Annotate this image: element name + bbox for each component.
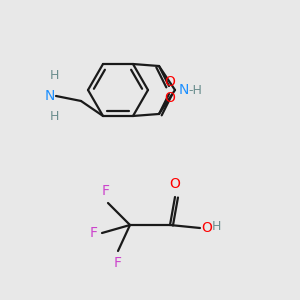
Text: F: F [114,256,122,270]
Text: O: O [165,91,176,105]
Text: F: F [102,184,110,198]
Text: H: H [49,110,59,123]
Text: O: O [165,75,176,89]
Text: O: O [201,221,212,235]
Text: N: N [45,89,55,103]
Text: O: O [169,177,180,191]
Text: F: F [90,226,98,240]
Text: H: H [212,220,221,232]
Text: N: N [179,83,189,97]
Text: -H: -H [188,83,202,97]
Text: H: H [49,69,59,82]
